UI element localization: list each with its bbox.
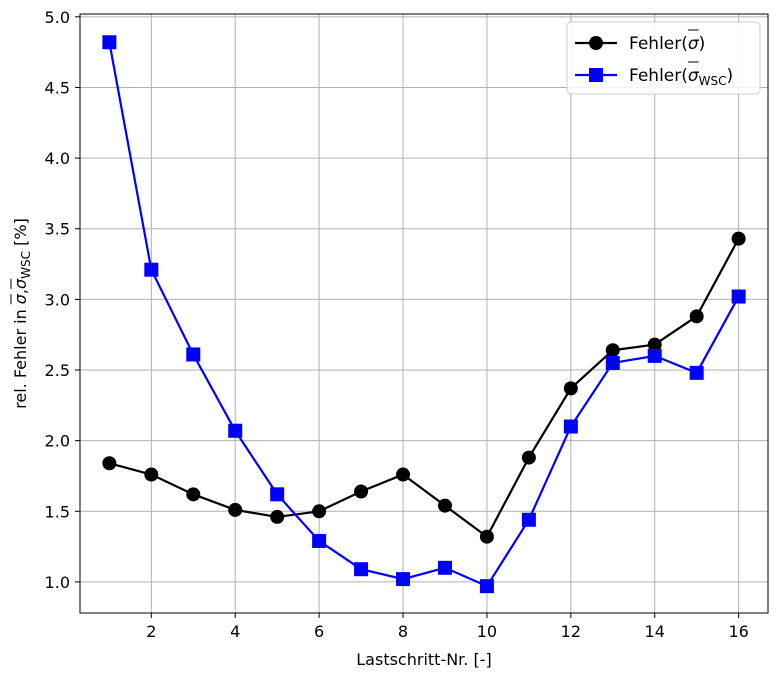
x-tick-label: 8: [398, 622, 408, 641]
legend-marker: [589, 68, 603, 82]
y-axis-label-symbol-2: σ: [11, 278, 30, 289]
data-point: [647, 337, 662, 352]
y-axis-label-symbol-1: σ: [11, 293, 30, 304]
data-point: [144, 262, 159, 277]
ticks: 2 4 6 8 10 12 14 16 1.0 1.5 2.0 2.5 3.0 3.5 4.0 4.5 5.0: [45, 8, 749, 641]
legend-label-symbol: σ: [688, 66, 700, 86]
data-point: [312, 504, 327, 519]
legend-label-suffix: ): [699, 34, 706, 54]
data-point: [270, 509, 285, 524]
x-tick-label: 6: [314, 622, 324, 641]
series-2: [102, 35, 746, 594]
legend-label: Fehler(σWSC): [629, 66, 733, 88]
data-point: [437, 498, 452, 513]
data-point: [605, 343, 620, 358]
series-line: [109, 238, 740, 539]
legend-label-prefix: Fehler(: [629, 34, 688, 54]
legend: Fehler(σ)Fehler(σWSC): [566, 21, 761, 95]
y-tick-label: 1.5: [45, 502, 70, 521]
data-point: [102, 35, 117, 50]
series-line: [108, 42, 740, 588]
data-point: [731, 231, 746, 246]
x-tick-label: 14: [645, 622, 665, 641]
data-point: [144, 467, 159, 482]
data-point: [605, 355, 620, 370]
data-point: [396, 467, 411, 482]
legend-label-suffix: ): [727, 66, 734, 86]
series-1: [102, 231, 746, 544]
data-point: [396, 572, 411, 587]
legend-marker: [589, 36, 603, 50]
y-tick-label: 1.0: [45, 573, 70, 592]
data-point: [354, 562, 369, 577]
y-tick-label: 2.0: [45, 432, 70, 451]
y-axis-label-suffix: [%]: [11, 218, 30, 251]
legend-item: Fehler(σ): [575, 29, 705, 54]
legend-label-subscript: WSC: [699, 74, 727, 88]
data-point: [270, 487, 285, 502]
x-tick-label: 4: [230, 622, 240, 641]
data-point: [354, 484, 369, 499]
grid: [80, 14, 768, 613]
data-point: [521, 450, 536, 465]
y-axis-label: rel. Fehler in σ,σWSC [%]: [11, 218, 33, 409]
y-tick-label: 3.5: [45, 220, 70, 239]
data-point: [228, 502, 243, 517]
data-point: [689, 365, 704, 380]
legend-label-prefix: Fehler(: [629, 66, 688, 86]
data-point: [689, 309, 704, 324]
x-tick-label: 12: [561, 622, 581, 641]
y-axis-label-separator: ,: [11, 289, 30, 294]
data-point: [102, 456, 117, 471]
legend-item: Fehler(σWSC): [575, 61, 733, 88]
y-tick-label: 2.5: [45, 361, 70, 380]
y-axis-label-prefix: rel. Fehler in: [11, 304, 30, 409]
plot-frame: [79, 13, 769, 614]
y-axis-label-subscript: WSC: [19, 251, 33, 279]
data-point: [437, 560, 452, 575]
data-point: [186, 487, 201, 502]
legend-label-symbol: σ: [688, 34, 700, 54]
x-tick-label: 10: [477, 622, 497, 641]
y-tick-label: 4.5: [45, 78, 70, 97]
data-point: [479, 529, 494, 544]
data-point: [186, 347, 201, 362]
legend-label: Fehler(σ): [629, 34, 705, 54]
y-tick-label: 5.0: [45, 8, 70, 27]
data-point: [312, 533, 327, 548]
data-point: [647, 348, 662, 363]
x-tick-label: 2: [146, 622, 156, 641]
data-point: [228, 423, 243, 438]
x-tick-label: 16: [728, 622, 748, 641]
x-axis-label: Lastschritt-Nr. [-]: [356, 650, 491, 669]
y-tick-label: 4.0: [45, 149, 70, 168]
data-point: [731, 289, 746, 304]
data-point: [563, 381, 578, 396]
y-tick-label: 3.0: [45, 290, 70, 309]
series-layer: [102, 35, 746, 594]
data-point: [563, 419, 578, 434]
data-point: [521, 512, 536, 527]
data-point: [479, 579, 494, 594]
